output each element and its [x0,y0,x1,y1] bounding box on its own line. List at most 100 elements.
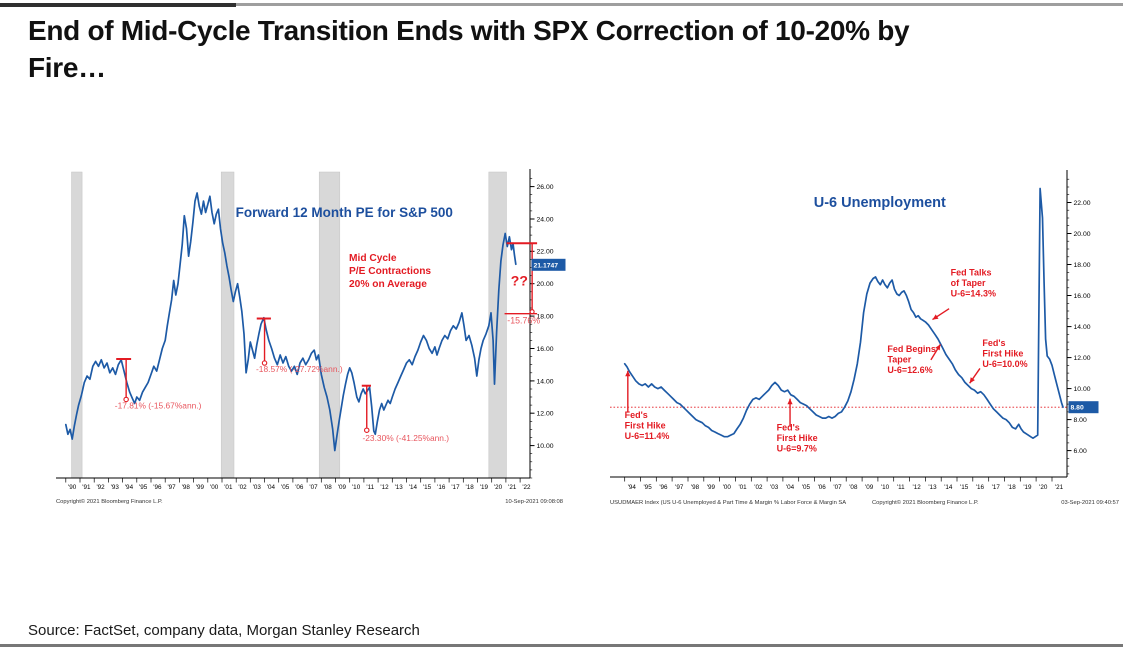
x-tick-label: '16 [976,484,985,491]
x-tick-label: '15 [960,484,969,491]
x-tick-label: '97 [167,484,176,491]
svg-text:U-6=12.6%: U-6=12.6% [887,365,932,375]
x-tick-label: '21 [508,484,517,491]
series-line [64,192,517,452]
y-tick-label: 14.00 [537,378,554,385]
u6-unemployment-svg: 6.00 8.00 10.00 12.00 14.00 16.00 18.00 20.00 22… [610,170,1119,506]
last-value-badge [531,258,566,271]
chart-footer-left: USUDMAER Index (US U-6 Unemployed & Part… [610,500,846,506]
x-tick-label: '06 [818,484,827,491]
x-tick-label: '08 [849,484,858,491]
x-tick-label: '99 [707,484,716,491]
svg-text:First Hike: First Hike [625,421,666,431]
forward-pe-annotation-bracket: ?? -15.76% [504,242,540,325]
chart-footer-center: Copyright© 2021 Bloomberg Finance L.P. [872,499,979,506]
svg-text:Fed's: Fed's [777,422,800,432]
top-rule-light [236,3,1123,6]
x-tick-label: '13 [928,484,937,491]
chart-footer-right: 03-Sep-2021 09:40:57 [1061,500,1119,506]
x-tick-label: '01 [738,484,747,491]
x-tick-label: '95 [139,484,148,491]
chart-footer-left: Copyright© 2021 Bloomberg Finance L.P. [56,498,163,505]
source-line: Source: FactSet, company data, Morgan St… [28,622,420,639]
svg-text:Fed Begins: Fed Begins [887,344,936,354]
last-value-label: 21.1747 [534,262,559,269]
y-tick-label: 26.00 [537,184,554,191]
y-tick-label: 10.00 [1074,386,1091,393]
y-tick-label: 14.00 [1074,324,1091,331]
svg-text:Fed Talks: Fed Talks [951,267,992,277]
y-tick-label: 16.00 [1074,293,1091,300]
x-tick-label: '07 [309,484,318,491]
svg-text:P/E Contractions: P/E Contractions [349,266,431,277]
x-tick-label: '10 [352,484,361,491]
svg-text:U-6=10.0%: U-6=10.0% [982,359,1027,369]
svg-text:-17.81% (-15.67%ann.): -17.81% (-15.67%ann.) [115,400,202,410]
u6-unemployment-annotation-arrow [930,344,941,361]
x-tick-label: '07 [833,484,842,491]
last-value-label: 8.80 [1071,405,1084,412]
bottom-rule [0,644,1123,647]
x-tick-label: '04 [786,484,795,491]
y-tick-label: 12.00 [1074,355,1091,362]
svg-text:-15.76%: -15.76% [507,315,540,325]
x-tick-label: '17 [992,484,1001,491]
x-tick-label: '09 [865,484,874,491]
x-tick-label: '20 [1039,484,1048,491]
svg-text:Mid Cycle: Mid Cycle [349,253,397,264]
forward-pe-annotation-marker_drop: -23.30% (-41.25%ann.) [361,384,449,443]
x-tick-label: '20 [494,484,503,491]
x-tick-label: '15 [423,484,432,491]
x-tick-label: '11 [897,484,905,491]
x-tick-label: '02 [238,484,247,491]
x-tick-label: '94 [125,484,134,491]
page-title-line1: End of Mid-Cycle Transition Ends with SP… [28,15,910,46]
svg-text:??: ?? [511,272,528,288]
x-tick-label: '22 [522,484,531,491]
x-tick-label: '95 [643,484,652,491]
y-tick-label: 8.00 [1074,417,1087,424]
x-tick-label: '14 [409,484,418,491]
svg-text:of Taper: of Taper [951,278,986,288]
last-value-badge [1068,401,1099,414]
series-line [623,187,1064,440]
x-tick-label: '21 [1055,484,1064,491]
svg-text:-18.57% (-27.72%ann.): -18.57% (-27.72%ann.) [256,364,343,374]
svg-text:U-6=14.3%: U-6=14.3% [951,288,996,298]
forward-pe-annotation-marker_drop: -18.57% (-27.72%ann.) [256,317,343,374]
x-tick-label: '05 [802,484,811,491]
forward-pe-title: Forward 12 Month PE for S&P 500 [236,205,453,220]
x-tick-label: '01 [224,484,233,491]
page-title: End of Mid-Cycle Transition Ends with SP… [28,12,1103,86]
x-tick-label: '93 [111,484,120,491]
x-tick-label: '18 [1007,484,1016,491]
x-tick-label: '04 [267,484,276,491]
x-tick-label: '96 [153,484,162,491]
x-tick-label: '97 [675,484,684,491]
chart-footer-right: 10-Sep-2021 09:08:08 [505,499,563,505]
y-tick-label: 12.00 [537,411,554,418]
x-tick-label: '03 [253,484,262,491]
y-tick-label: 18.00 [537,313,554,320]
svg-text:Fed's: Fed's [625,410,648,420]
x-tick-label: '91 [82,484,91,491]
x-tick-label: '11 [366,484,374,491]
x-tick-label: '12 [380,484,389,491]
x-tick-label: '92 [96,484,105,491]
x-tick-label: '00 [723,484,732,491]
y-tick-label: 22.00 [537,249,554,256]
svg-text:20% on Average: 20% on Average [349,279,427,290]
forward-pe-annotation-text: Mid Cycle P/E Contractions 20% on Average [349,253,431,290]
y-tick-label: 10.00 [537,443,554,450]
x-tick-label: '19 [480,484,489,491]
x-tick-label: '12 [913,484,922,491]
y-tick-label: 24.00 [537,216,554,223]
forward-pe-annotation-marker_drop: -17.81% (-15.67%ann.) [115,358,202,410]
u6-unemployment-annotation-arrow [969,368,981,384]
x-tick-label: '02 [754,484,763,491]
x-tick-label: '99 [196,484,205,491]
